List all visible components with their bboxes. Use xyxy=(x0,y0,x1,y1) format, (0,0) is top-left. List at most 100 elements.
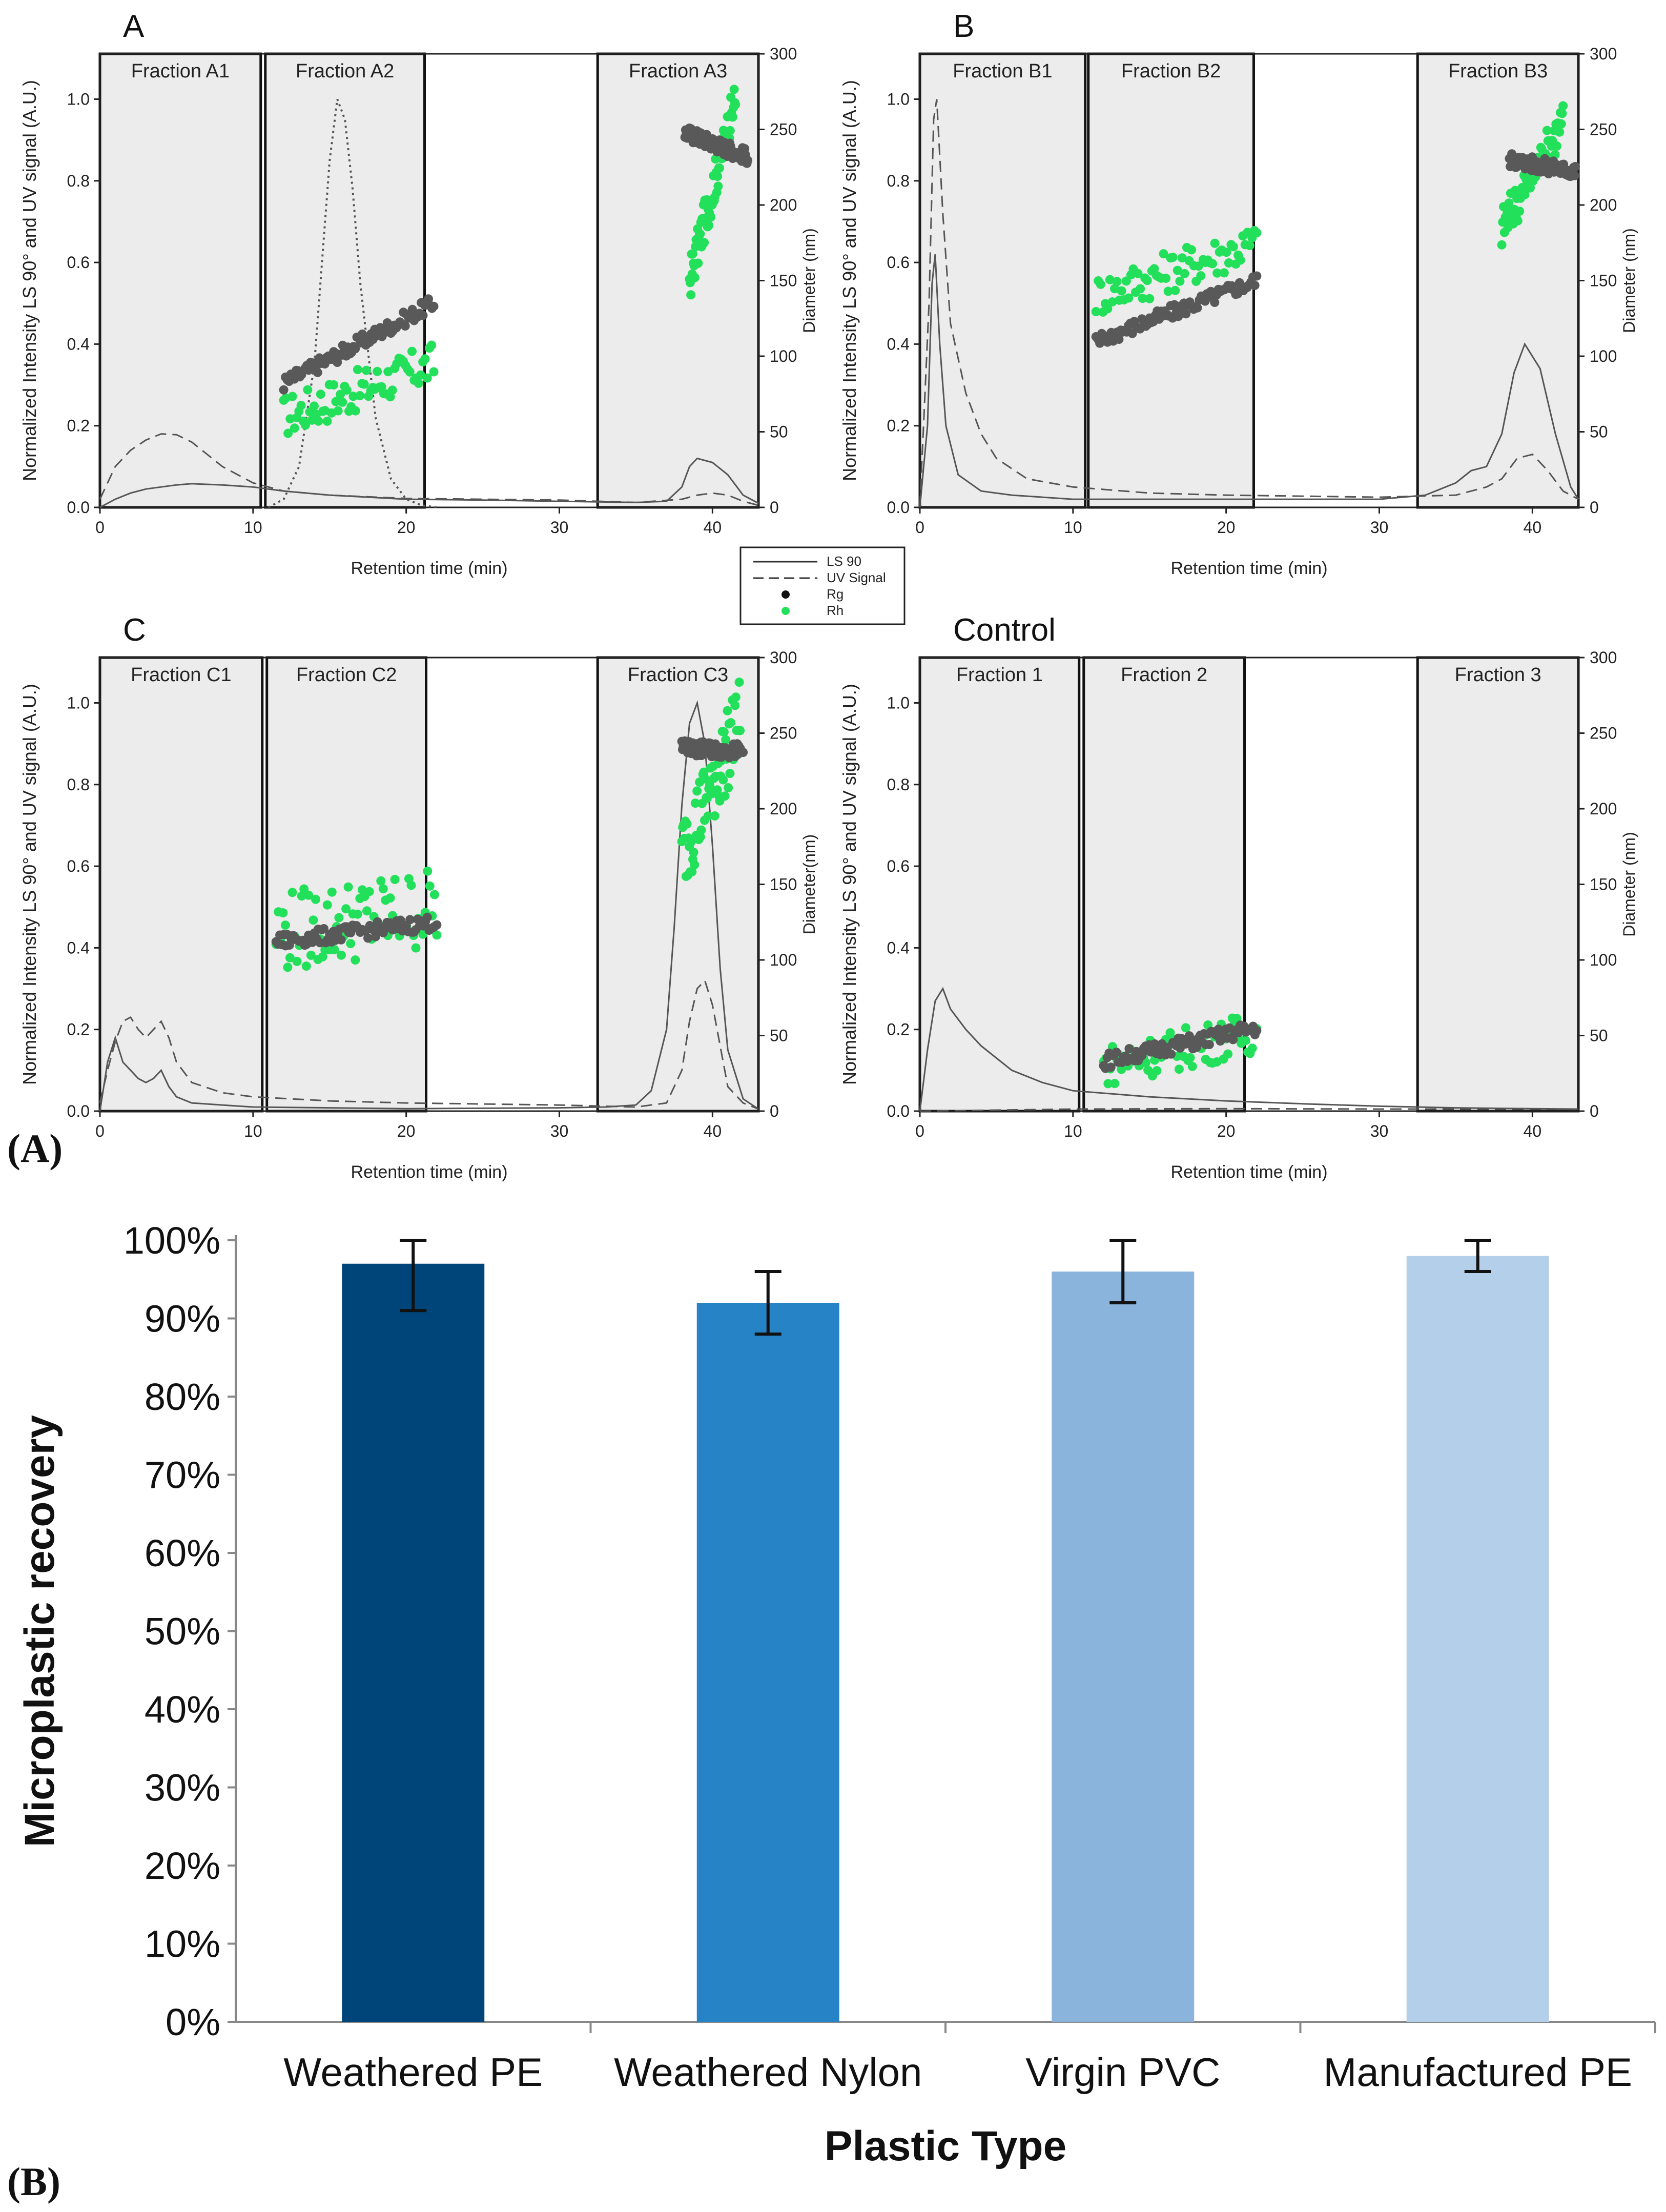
rh-point xyxy=(1174,1064,1184,1074)
y-tick-label: 1.0 xyxy=(67,90,90,109)
rh-point xyxy=(333,406,343,416)
rh-point xyxy=(341,904,351,914)
rg-point xyxy=(351,344,360,354)
rh-point xyxy=(427,340,437,350)
y-tick-label: 0.0 xyxy=(67,498,90,517)
rg-point xyxy=(1228,1035,1238,1044)
rg-point xyxy=(319,924,328,933)
rh-point xyxy=(726,718,735,728)
rh-point xyxy=(1497,240,1507,250)
bar xyxy=(342,1263,485,2022)
y-tick-label: 0.6 xyxy=(887,857,910,875)
fraction-box xyxy=(596,52,760,509)
fraction-label: Fraction B2 xyxy=(1121,60,1221,82)
panel-letter: C xyxy=(123,612,146,648)
rh-point xyxy=(1187,245,1197,255)
y2-tick-label: 300 xyxy=(1590,45,1617,63)
rh-point xyxy=(304,890,314,900)
x-axis-title: Retention time (min) xyxy=(351,559,507,578)
rh-point xyxy=(696,825,706,835)
rh-point xyxy=(731,692,741,702)
rh-point xyxy=(429,890,439,899)
rh-point xyxy=(376,876,386,886)
y-tick-label: 0.8 xyxy=(67,172,90,190)
rh-point xyxy=(337,950,346,960)
y-axis-title: Normalized Intensity LS 90° and UV signa… xyxy=(19,80,40,481)
rh-point xyxy=(361,365,371,375)
fraction-box xyxy=(98,656,264,1113)
x-tick-label: 20 xyxy=(1217,1122,1236,1140)
rg-point xyxy=(336,935,346,945)
rh-point xyxy=(713,181,723,191)
rh-point xyxy=(724,783,733,792)
rg-point xyxy=(432,920,442,930)
rg-point xyxy=(363,933,373,943)
bar-category-label: Weathered PE xyxy=(283,2050,543,2095)
rh-point xyxy=(1110,284,1119,294)
rg-point xyxy=(1174,312,1183,321)
rh-point xyxy=(278,908,288,918)
x-tick-label: 40 xyxy=(1524,1122,1542,1140)
bar-x-axis-title: Plastic Type xyxy=(825,2123,1066,2169)
bar-y-tick-label: 90% xyxy=(145,1298,220,1340)
bar-y-tick-label: 20% xyxy=(145,1845,220,1887)
y2-tick-label: 250 xyxy=(770,120,797,139)
rh-point xyxy=(687,867,697,876)
rh-point xyxy=(1161,273,1171,283)
legend-rg-label: Rg xyxy=(827,586,844,602)
fraction-box xyxy=(918,52,1087,509)
bar-y-tick-label: 10% xyxy=(145,1923,220,1965)
rh-point xyxy=(1145,294,1155,303)
rh-point xyxy=(710,811,719,821)
rg-point xyxy=(1252,1026,1262,1035)
rh-point xyxy=(1247,1043,1257,1053)
bar-category-label: Manufactured PE xyxy=(1323,2050,1632,2095)
rh-point xyxy=(336,390,345,399)
rh-point xyxy=(1194,261,1203,271)
bar-y-tick-label: 0% xyxy=(166,2001,220,2043)
y2-tick-label: 0 xyxy=(770,498,779,517)
rh-point xyxy=(385,893,395,903)
rh-point xyxy=(290,423,299,433)
y-tick-label: 1.0 xyxy=(887,694,910,712)
y2-axis-title: Diameter (nm) xyxy=(1620,228,1638,333)
y2-tick-label: 100 xyxy=(770,347,797,365)
rg-point xyxy=(1192,303,1202,313)
rh-point xyxy=(330,945,339,954)
rh-point xyxy=(1133,269,1143,278)
panel-letter: A xyxy=(123,9,145,44)
rh-point xyxy=(705,781,714,790)
x-tick-label: 10 xyxy=(244,518,262,537)
fraction-label: Fraction A2 xyxy=(296,60,394,82)
rh-point xyxy=(311,894,320,904)
rg-point xyxy=(1204,1040,1214,1049)
rh-point xyxy=(283,428,293,438)
rh-point xyxy=(1520,190,1530,199)
rh-point xyxy=(420,354,430,364)
rh-point xyxy=(734,678,744,687)
rh-point xyxy=(353,365,362,374)
rh-point xyxy=(407,346,417,356)
rg-point xyxy=(1114,335,1124,344)
rh-point xyxy=(327,887,337,897)
rh-point xyxy=(723,706,732,715)
rh-point xyxy=(1141,1058,1150,1068)
panel-letter: Control xyxy=(953,612,1056,648)
series-line-uv-signal xyxy=(99,433,759,506)
rg-point xyxy=(400,321,410,331)
rh-point xyxy=(355,391,365,400)
rh-point xyxy=(713,172,723,181)
bar-y-tick-label: 70% xyxy=(145,1454,220,1497)
fraction-label: Fraction C2 xyxy=(296,664,397,686)
y2-tick-label: 300 xyxy=(770,648,797,667)
rh-point xyxy=(686,837,696,847)
rg-point xyxy=(418,311,428,320)
rh-point xyxy=(693,258,703,268)
rh-point xyxy=(700,238,709,248)
y2-axis-title: Diameter(nm) xyxy=(800,834,818,935)
rh-point xyxy=(692,786,702,796)
rh-point xyxy=(1180,269,1189,278)
y2-tick-label: 0 xyxy=(1590,1102,1599,1120)
rh-point xyxy=(334,913,344,923)
